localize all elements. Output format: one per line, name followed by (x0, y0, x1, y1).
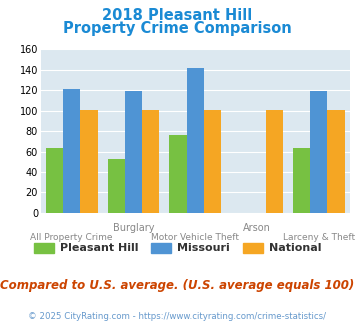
Text: Larceny & Theft: Larceny & Theft (283, 233, 355, 242)
Text: Compared to U.S. average. (U.S. average equals 100): Compared to U.S. average. (U.S. average … (0, 279, 355, 292)
Bar (266, 110, 283, 213)
Bar (125, 91, 142, 213)
Bar (169, 135, 187, 213)
Text: Motor Vehicle Theft: Motor Vehicle Theft (151, 233, 239, 242)
Bar (293, 148, 310, 213)
Text: Property Crime Comparison: Property Crime Comparison (63, 21, 292, 36)
Bar (63, 89, 80, 213)
Bar (46, 148, 63, 213)
Bar (187, 68, 204, 213)
Bar (142, 110, 159, 213)
Text: Arson: Arson (243, 223, 271, 233)
Bar (80, 110, 98, 213)
Text: 2018 Pleasant Hill: 2018 Pleasant Hill (102, 8, 253, 23)
Text: All Property Crime: All Property Crime (31, 233, 113, 242)
Text: Burglary: Burglary (113, 223, 154, 233)
Bar (310, 91, 327, 213)
Text: © 2025 CityRating.com - https://www.cityrating.com/crime-statistics/: © 2025 CityRating.com - https://www.city… (28, 312, 327, 321)
Legend: Pleasant Hill, Missouri, National: Pleasant Hill, Missouri, National (29, 238, 326, 258)
Bar (108, 159, 125, 213)
Bar (327, 110, 345, 213)
Bar (204, 110, 221, 213)
